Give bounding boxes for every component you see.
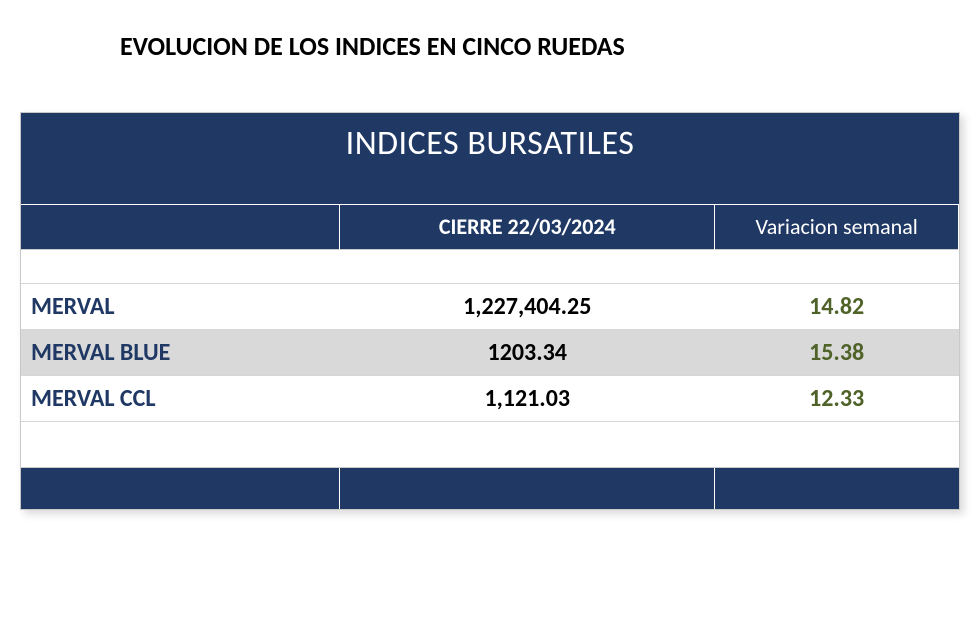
page-title: EVOLUCION DE LOS INDICES EN CINCO RUEDAS: [120, 30, 960, 62]
footer-cell: [715, 467, 959, 509]
index-close: 1203.34: [340, 329, 715, 375]
index-name: MERVAL BLUE: [21, 329, 340, 375]
empty-row: [21, 421, 959, 467]
table-row: MERVAL BLUE 1203.34 15.38: [21, 329, 959, 375]
spacer-row: [21, 249, 959, 283]
footer-cell: [340, 467, 715, 509]
index-variation: 14.82: [715, 283, 959, 329]
index-close: 1,121.03: [340, 375, 715, 421]
indices-data-table: CIERRE 22/03/2024 Variacion semanal MERV…: [21, 205, 959, 509]
column-headers-row: CIERRE 22/03/2024 Variacion semanal: [21, 205, 959, 249]
index-variation: 15.38: [715, 329, 959, 375]
index-variation: 12.33: [715, 375, 959, 421]
table-header: INDICES BURSATILES: [21, 113, 959, 205]
col-header-name: [21, 205, 340, 249]
indices-table: INDICES BURSATILES CIERRE 22/03/2024 Var…: [20, 112, 960, 510]
table-row: MERVAL 1,227,404.25 14.82: [21, 283, 959, 329]
index-close: 1,227,404.25: [340, 283, 715, 329]
col-header-close: CIERRE 22/03/2024: [340, 205, 715, 249]
col-header-variation: Variacion semanal: [715, 205, 959, 249]
footer-band: [21, 467, 959, 509]
table-row: MERVAL CCL 1,121.03 12.33: [21, 375, 959, 421]
index-name: MERVAL: [21, 283, 340, 329]
footer-cell: [21, 467, 340, 509]
index-name: MERVAL CCL: [21, 375, 340, 421]
